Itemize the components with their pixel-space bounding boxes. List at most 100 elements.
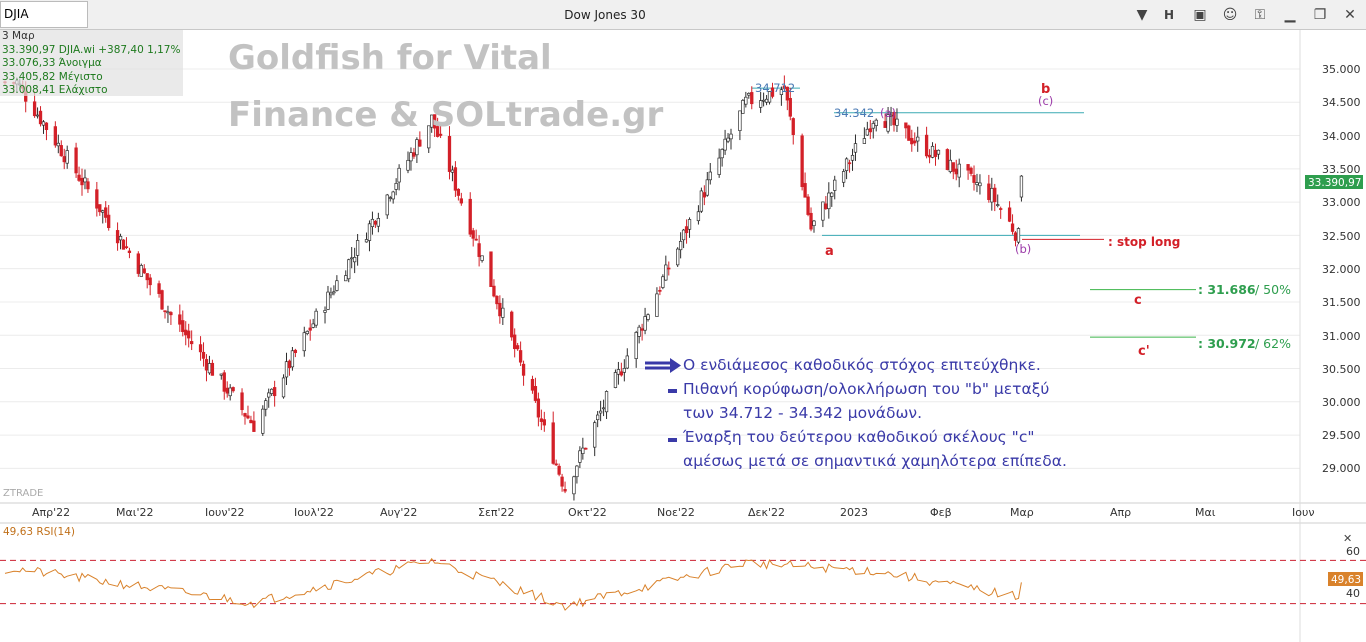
candle-body xyxy=(430,114,434,128)
target1-label: : 31.686 xyxy=(1198,282,1256,297)
candle-body xyxy=(966,164,970,171)
candle-body xyxy=(219,373,223,376)
candle-body xyxy=(406,159,410,171)
title-bar: DJIA Dow Jones 30 ▼ H ▣ ☺ ⚿ ▁ ❐ ✕ xyxy=(0,0,1366,30)
price-tick: 34.500 xyxy=(1322,96,1361,109)
candle-body xyxy=(729,133,733,140)
candle-body xyxy=(456,188,461,196)
watermark: Goldfish for Vital Finance & SOLtrade.gr xyxy=(228,30,663,144)
candle-body xyxy=(954,168,958,175)
candle-body xyxy=(521,363,526,376)
candle-body xyxy=(518,350,523,363)
candle-body xyxy=(598,410,603,414)
lock-icon[interactable]: ⚿ xyxy=(1254,7,1266,23)
close-icon[interactable]: ✕ xyxy=(1344,7,1356,23)
candle-body xyxy=(95,189,99,209)
time-tick: Νοε'22 xyxy=(657,506,695,519)
candle-body xyxy=(107,214,111,229)
candle-body xyxy=(758,100,763,108)
candle-body xyxy=(394,183,398,190)
candle-body xyxy=(370,218,375,228)
candle-body xyxy=(601,407,606,410)
candle-body xyxy=(364,239,369,243)
candle-body xyxy=(530,378,535,391)
candle-body xyxy=(948,159,952,173)
candle-body xyxy=(844,158,849,171)
candle-body xyxy=(74,147,78,174)
candle-body xyxy=(750,92,754,105)
candle-body xyxy=(747,93,751,96)
candle-body xyxy=(596,414,600,421)
level-label-top: 34.712 xyxy=(755,81,795,95)
chart-title: Dow Jones 30 xyxy=(564,8,646,22)
comment-icon[interactable]: ☺ xyxy=(1222,7,1238,23)
rsi-tick: 40 xyxy=(1346,587,1360,600)
bullet-icon xyxy=(668,389,677,393)
candle-body xyxy=(222,372,226,392)
candle-body xyxy=(323,310,327,313)
h-icon[interactable]: H xyxy=(1163,8,1175,22)
candle-body xyxy=(886,114,890,132)
candle-body xyxy=(35,114,40,117)
candle-body xyxy=(720,148,724,159)
candle-body xyxy=(287,360,292,369)
chart-canvas[interactable]: 35.000 34.500 34.000 33.500 33.000 32.50… xyxy=(0,30,1366,642)
rsi-tick: 60 xyxy=(1346,545,1360,558)
candle-body xyxy=(581,447,585,454)
candle-body xyxy=(240,392,244,411)
minimize-icon[interactable]: ▁ xyxy=(1284,7,1296,23)
candle-body xyxy=(373,220,378,225)
candle-body xyxy=(699,190,704,212)
candle-body xyxy=(329,292,333,296)
candle-body xyxy=(809,212,813,230)
candle-body xyxy=(933,149,938,157)
candle-body xyxy=(246,415,250,419)
candle-body xyxy=(696,211,701,222)
candle-body xyxy=(655,293,659,317)
candle-body xyxy=(827,192,831,210)
candle-body xyxy=(231,387,235,392)
candle-body xyxy=(65,150,69,164)
candle-body xyxy=(184,329,188,336)
time-tick: Ιουν xyxy=(1292,506,1314,519)
candle-body xyxy=(761,99,766,102)
candle-body xyxy=(471,230,475,239)
candle-body xyxy=(98,204,102,213)
candle-body xyxy=(347,259,351,280)
candle-body xyxy=(355,240,360,256)
candle-body xyxy=(702,192,706,198)
window-icon[interactable]: ▣ xyxy=(1193,7,1207,23)
target1-pct: / 50% xyxy=(1255,282,1291,297)
symbol-input[interactable]: DJIA xyxy=(0,1,88,28)
candle-body xyxy=(625,355,629,369)
candle-body xyxy=(409,152,413,162)
candle-body xyxy=(678,240,683,251)
candle-body xyxy=(990,188,994,203)
candle-body xyxy=(871,123,875,129)
candle-body xyxy=(542,419,546,426)
rsi-badge-bg xyxy=(1328,572,1363,586)
bullet-icon xyxy=(668,438,677,442)
restore-icon[interactable]: ❐ xyxy=(1313,7,1327,23)
candle-body xyxy=(667,267,671,270)
candle-body xyxy=(210,362,215,376)
rsi-label: 49,63 RSI(14) xyxy=(3,526,75,538)
chevron-down-icon[interactable]: ▼ xyxy=(1136,7,1148,23)
candle-body xyxy=(118,235,123,241)
candle-body xyxy=(684,226,689,234)
candle-body xyxy=(622,367,626,373)
candle-body xyxy=(510,311,514,338)
candle-body xyxy=(554,463,558,466)
candle-body xyxy=(190,341,194,345)
candle-body xyxy=(658,289,662,292)
candle-body xyxy=(142,268,146,274)
candle-body xyxy=(637,326,641,337)
price-tick: 31.000 xyxy=(1322,330,1361,343)
target2-label: : 30.972 xyxy=(1198,336,1256,351)
candle-body xyxy=(335,280,339,291)
ohlc-info-panel: 3 Μαρ 33.390,97 DJIA.wi +387,40 1,17% 33… xyxy=(0,30,183,96)
candle-body xyxy=(578,450,582,463)
candle-body xyxy=(785,86,789,101)
price-tick: 30.500 xyxy=(1322,363,1361,376)
candle-body xyxy=(438,133,443,136)
